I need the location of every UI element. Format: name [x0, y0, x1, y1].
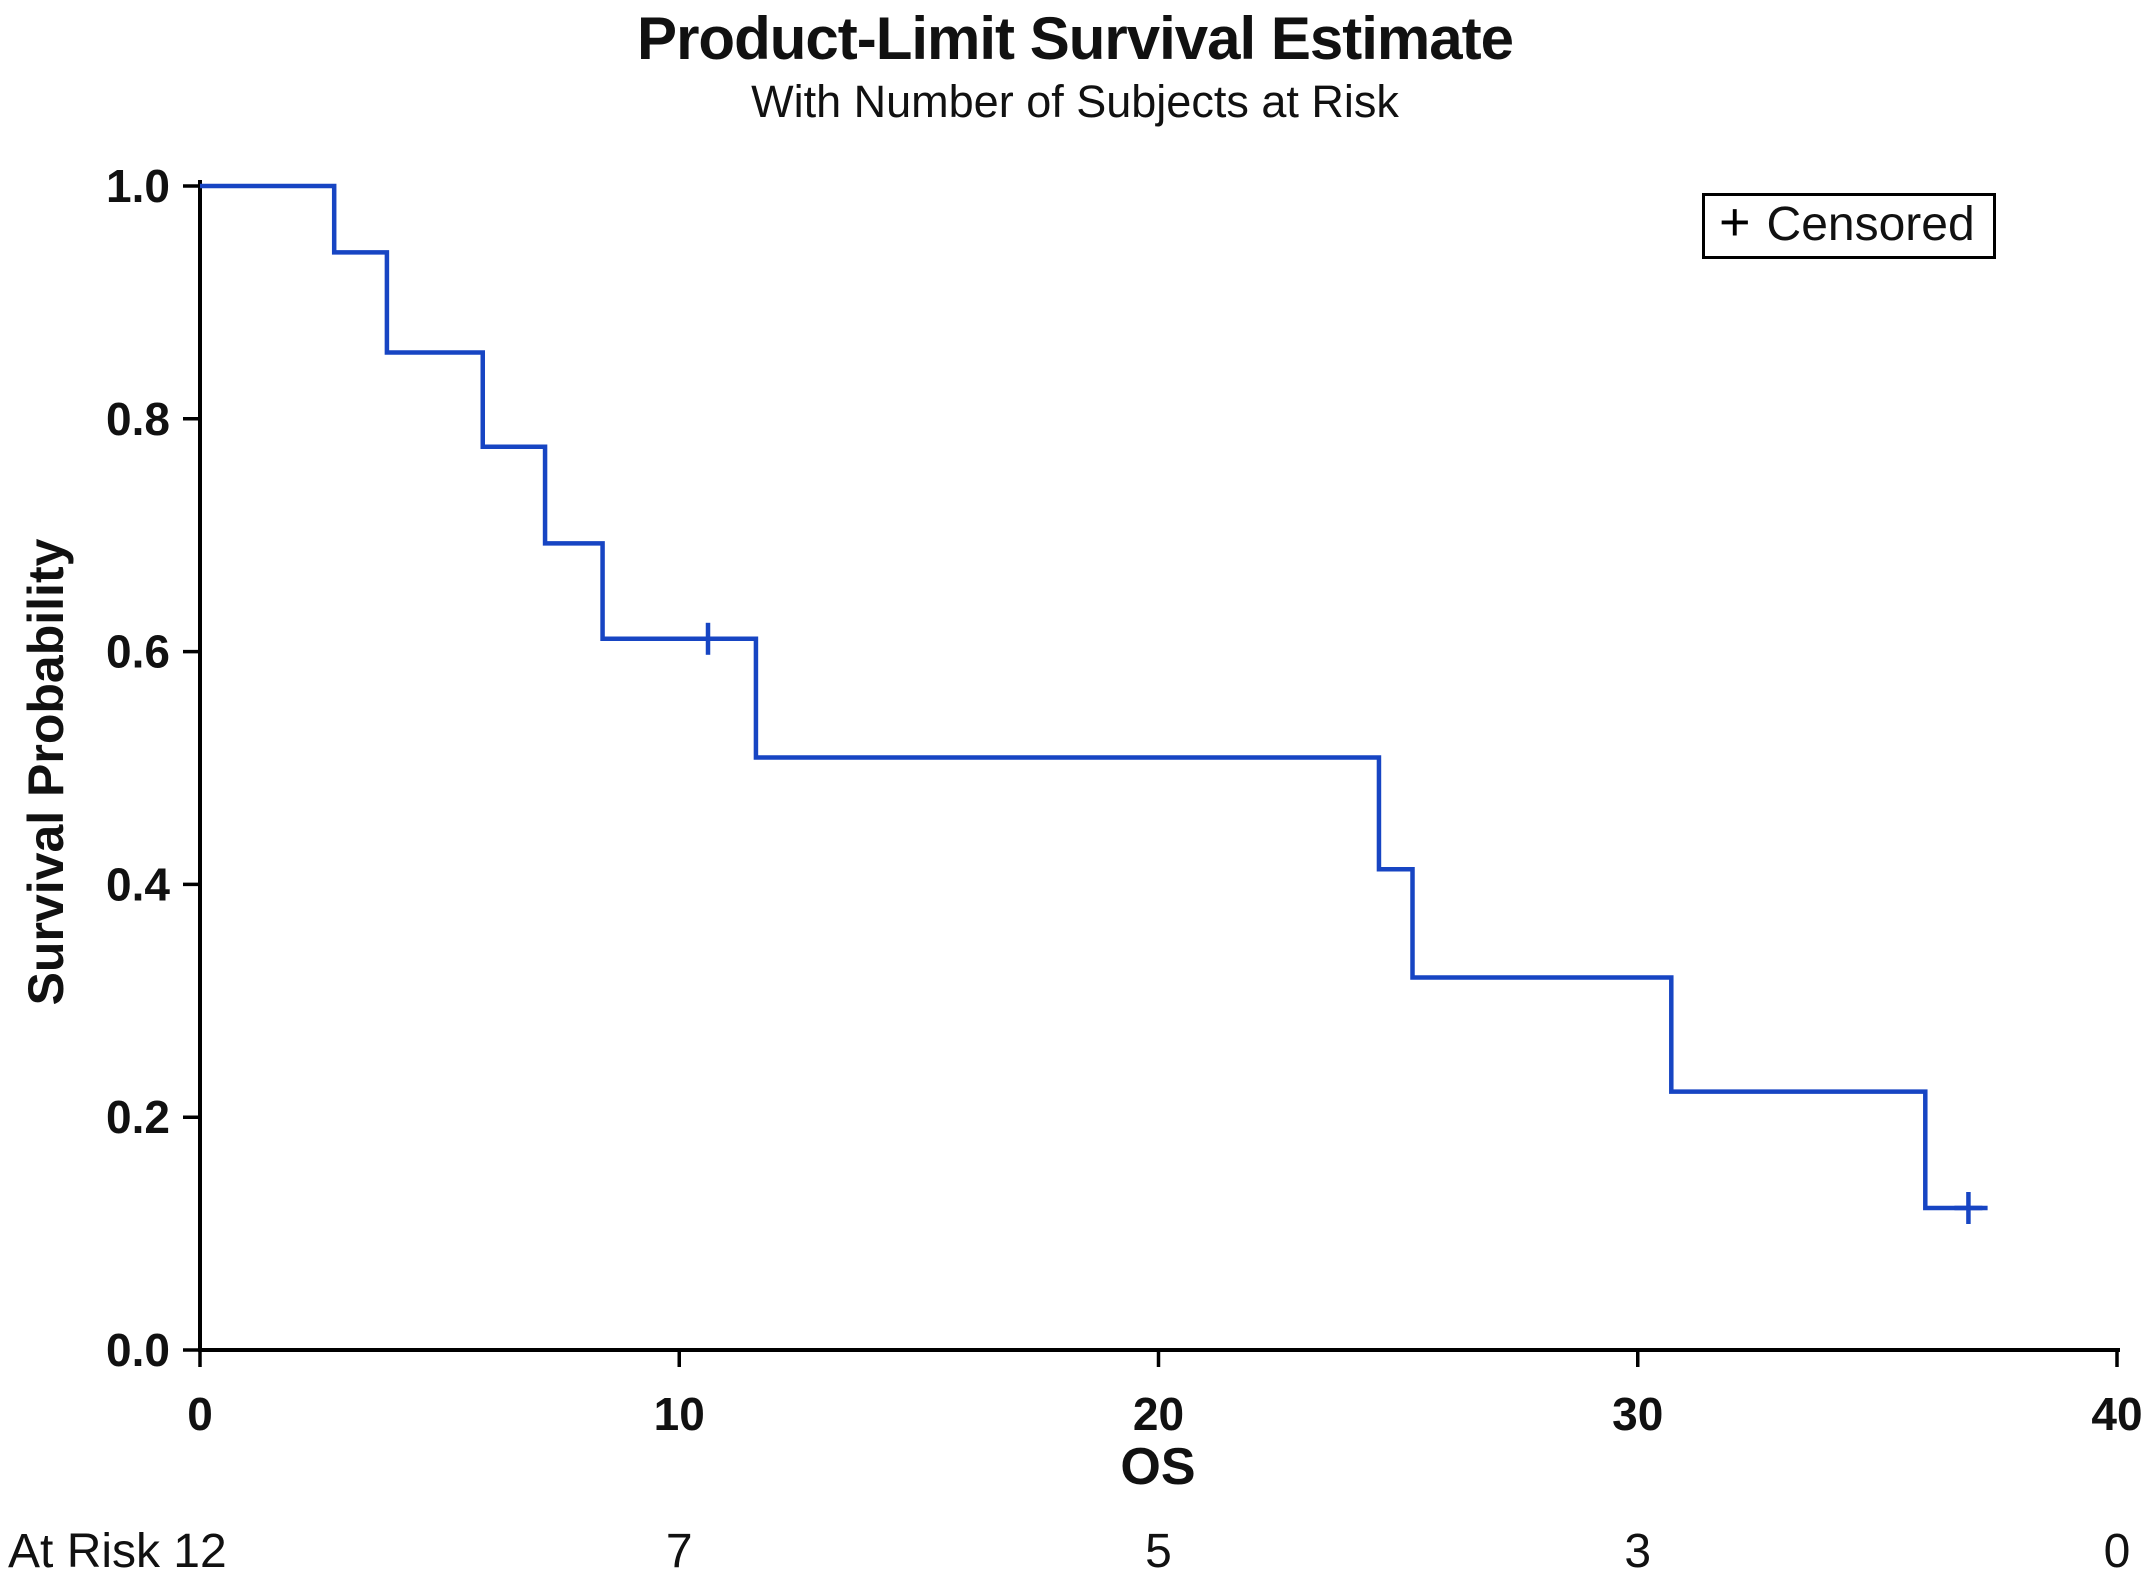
- y-tick-label: 1.0: [106, 160, 170, 212]
- legend-label: Censored: [1766, 197, 1975, 251]
- y-tick-label: 0.2: [106, 1091, 170, 1143]
- legend: + Censored: [1702, 193, 1996, 259]
- censored-plus-icon: +: [1719, 192, 1751, 252]
- y-tick-label: 0.4: [106, 858, 170, 910]
- chart-title: Product-Limit Survival Estimate: [637, 5, 1514, 72]
- at-risk-count: 5: [1145, 1525, 1172, 1578]
- at-risk-count: 7: [665, 1525, 693, 1578]
- survival-curve: [200, 183, 1988, 1211]
- y-tick-label: 0.6: [106, 626, 170, 678]
- at-risk-count: 12: [173, 1525, 227, 1578]
- x-axis-label: OS: [1120, 1438, 1196, 1496]
- at-risk-label: At Risk: [8, 1525, 161, 1578]
- chart-subtitle: With Number of Subjects at Risk: [751, 76, 1399, 127]
- x-tick-label: 40: [2091, 1388, 2142, 1440]
- at-risk-count: 0: [2103, 1525, 2131, 1578]
- x-tick-label: 10: [654, 1388, 705, 1440]
- x-tick-label: 0: [187, 1388, 213, 1440]
- x-tick-label: 30: [1612, 1388, 1663, 1440]
- y-tick-label: 0.0: [106, 1324, 170, 1376]
- x-tick-label: 20: [1133, 1388, 1184, 1440]
- at-risk-count: 3: [1624, 1525, 1652, 1578]
- y-tick-label: 0.8: [106, 393, 170, 445]
